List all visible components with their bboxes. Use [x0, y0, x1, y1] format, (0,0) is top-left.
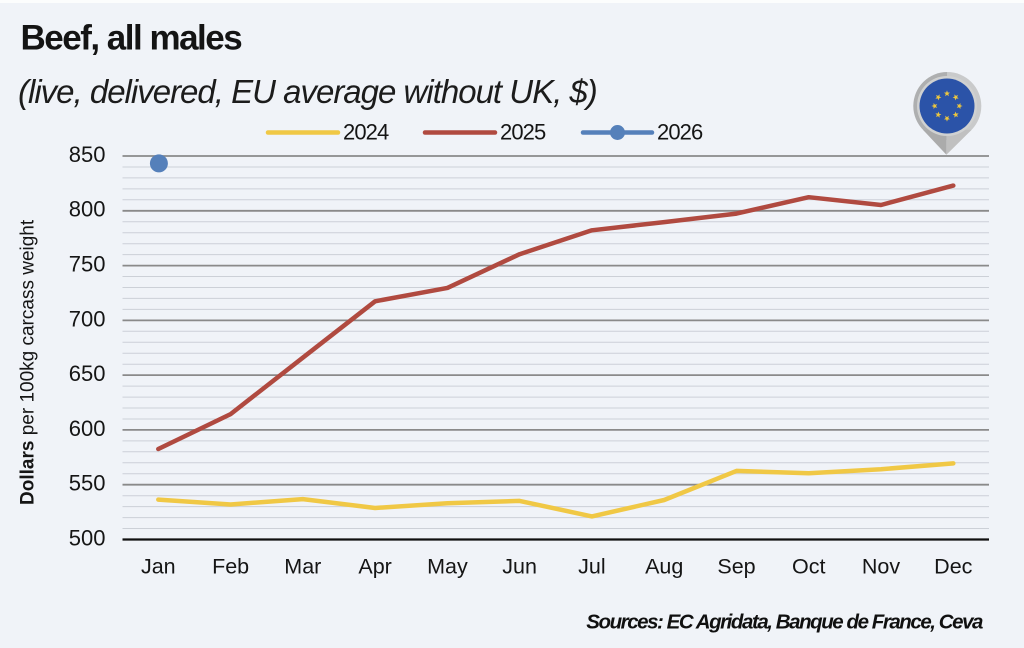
- svg-text:Apr: Apr: [358, 555, 391, 579]
- svg-text:800: 800: [69, 197, 106, 222]
- svg-text:Feb: Feb: [212, 555, 249, 579]
- svg-text:600: 600: [69, 416, 106, 441]
- svg-text:750: 750: [69, 252, 106, 277]
- svg-text:2025: 2025: [500, 120, 546, 145]
- svg-text:Dec: Dec: [934, 555, 972, 579]
- svg-text:Aug: Aug: [645, 555, 683, 579]
- svg-text:(live, delivered, EU average w: (live, delivered, EU average without UK,…: [18, 73, 597, 110]
- svg-text:Sep: Sep: [717, 555, 755, 579]
- svg-text:Nov: Nov: [862, 555, 900, 579]
- svg-text:Jan: Jan: [141, 555, 176, 579]
- svg-text:Jul: Jul: [578, 555, 605, 579]
- svg-text:700: 700: [69, 306, 106, 331]
- svg-text:Dollars per 100kg carcass weig: Dollars per 100kg carcass weight: [18, 219, 39, 505]
- svg-text:550: 550: [69, 471, 106, 496]
- svg-text:850: 850: [69, 142, 106, 167]
- svg-text:Jun: Jun: [502, 555, 537, 579]
- svg-text:2024: 2024: [343, 120, 389, 145]
- svg-text:Beef, all males: Beef, all males: [21, 19, 243, 58]
- svg-text:650: 650: [69, 361, 106, 386]
- svg-text:Mar: Mar: [284, 555, 321, 579]
- svg-text:Sources: EC Agridata, Banque d: Sources: EC Agridata, Banque de France, …: [586, 610, 983, 633]
- svg-text:2026: 2026: [657, 120, 703, 145]
- svg-text:May: May: [427, 555, 468, 579]
- svg-text:500: 500: [69, 525, 106, 550]
- svg-text:Oct: Oct: [792, 555, 825, 579]
